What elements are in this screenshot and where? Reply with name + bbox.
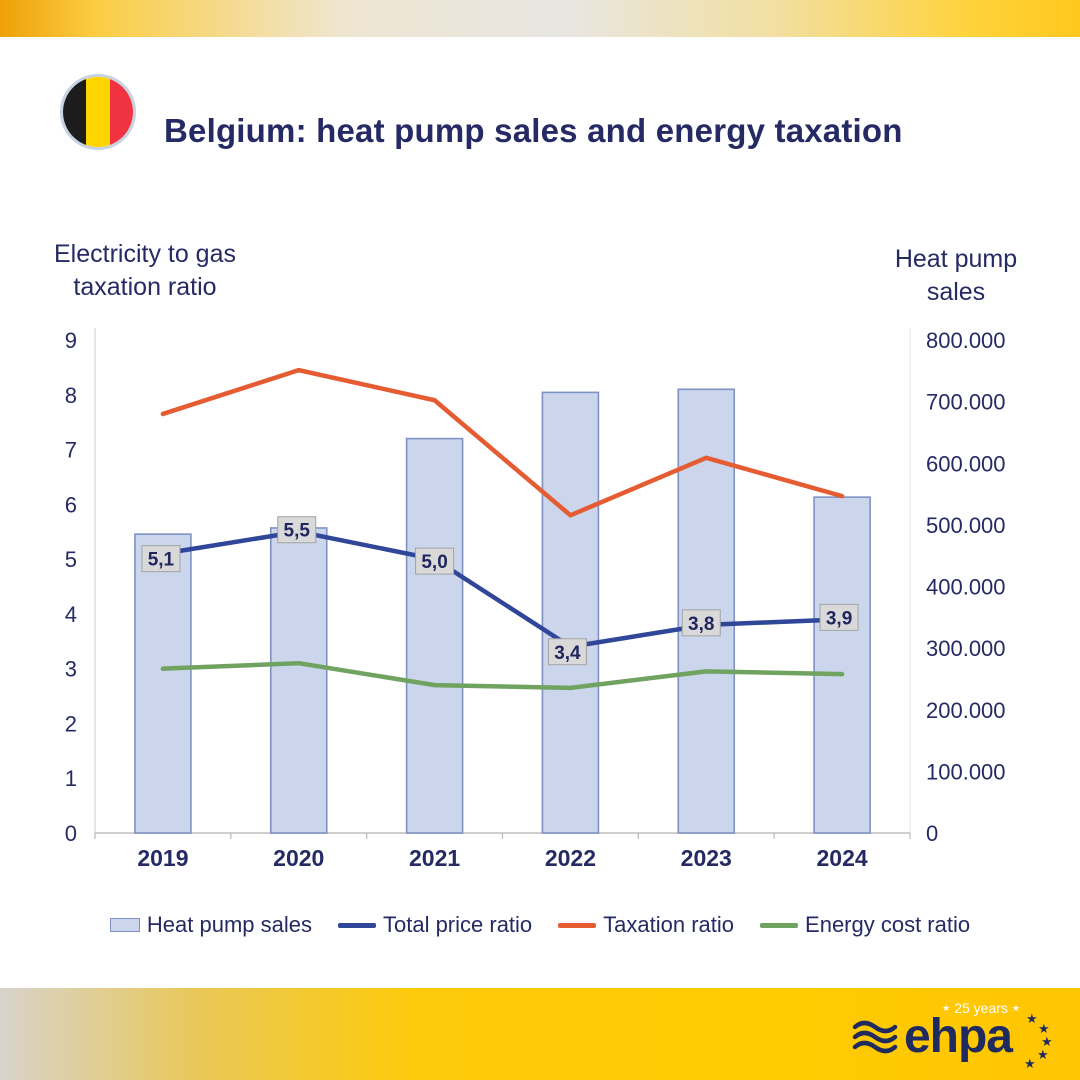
svg-text:6: 6	[65, 492, 77, 517]
line-swatch-icon	[558, 922, 597, 928]
right-axis-title: Heat pump sales	[894, 245, 1018, 306]
svg-text:5: 5	[65, 547, 77, 572]
svg-text:3,9: 3,9	[826, 608, 852, 629]
svg-text:800.000: 800.000	[926, 328, 1006, 353]
star-icon: ★	[1011, 1002, 1020, 1013]
svg-text:3: 3	[65, 657, 77, 682]
svg-text:9: 9	[65, 328, 77, 353]
ehpa-logo: ehpa ★ ★ ★ ★ ★ ★ 25 years ★	[852, 1000, 1054, 1071]
flag-stripe-yellow	[86, 77, 110, 147]
belgium-flag-icon	[60, 74, 136, 150]
svg-text:4: 4	[65, 602, 77, 627]
svg-text:2019: 2019	[137, 845, 188, 871]
svg-text:5,0: 5,0	[421, 552, 447, 573]
flag-stripe-red	[109, 77, 133, 147]
svg-text:2: 2	[65, 711, 77, 736]
line-swatch-icon	[760, 922, 799, 928]
bar-swatch-icon	[109, 918, 140, 932]
svg-text:7: 7	[65, 438, 77, 463]
svg-text:700.000: 700.000	[926, 390, 1006, 415]
svg-text:5,1: 5,1	[148, 550, 175, 571]
svg-text:2021: 2021	[409, 845, 460, 871]
svg-text:3,4: 3,4	[554, 643, 581, 664]
svg-text:600.000: 600.000	[926, 451, 1006, 476]
legend-item-total-price-ratio: Total price ratio	[337, 912, 533, 938]
svg-text:2023: 2023	[681, 845, 732, 871]
svg-text:1: 1	[65, 766, 77, 791]
anniversary-text: ★ 25 years ★	[942, 1000, 1020, 1016]
legend-item-taxation-ratio: Taxation ratio	[558, 912, 734, 938]
svg-text:3,8: 3,8	[688, 614, 714, 635]
page-title: Belgium: heat pump sales and energy taxa…	[164, 112, 903, 150]
svg-text:500.000: 500.000	[926, 513, 1006, 538]
svg-text:2024: 2024	[816, 845, 867, 871]
flag-stripe-black	[63, 77, 87, 147]
legend-label: Heat pump sales	[146, 912, 312, 937]
legend-label: Taxation ratio	[603, 912, 735, 937]
legend-item-energy-cost-ratio: Energy cost ratio	[760, 912, 970, 938]
combo-chart: 0 1 2 3 4 5 6 7 8 9 0 100.000 200.000 300.000 400.000 5…	[65, 328, 1006, 871]
star-circle-icon: ★ ★ ★ ★ ★	[1024, 1011, 1053, 1071]
wave-icon	[852, 1020, 898, 1054]
bottom-gradient-band	[0, 988, 1080, 1080]
svg-text:0: 0	[65, 821, 77, 846]
svg-text:200.000: 200.000	[926, 698, 1006, 723]
svg-text:5,5: 5,5	[284, 521, 311, 542]
legend-label: Energy cost ratio	[805, 912, 971, 937]
svg-text:2020: 2020	[273, 845, 324, 871]
top-gradient-band	[0, 0, 1080, 37]
chart-legend: Heat pump sales Total price ratio Taxati…	[0, 906, 1080, 944]
svg-text:8: 8	[65, 383, 77, 408]
line-swatch-icon	[337, 922, 376, 928]
legend-label: Total price ratio	[382, 912, 533, 937]
svg-text:100.000: 100.000	[926, 759, 1006, 784]
star-icon: ★	[942, 1002, 951, 1013]
svg-text:400.000: 400.000	[926, 575, 1006, 600]
svg-text:2022: 2022	[545, 845, 596, 871]
ehpa-wordmark: ehpa	[903, 1010, 1013, 1063]
left-axis-title: Electricity to gas taxation ratio	[53, 240, 236, 301]
svg-text:0: 0	[926, 821, 938, 846]
legend-item-heat-pump-sales: Heat pump sales	[109, 912, 312, 938]
svg-text:300.000: 300.000	[926, 636, 1006, 661]
